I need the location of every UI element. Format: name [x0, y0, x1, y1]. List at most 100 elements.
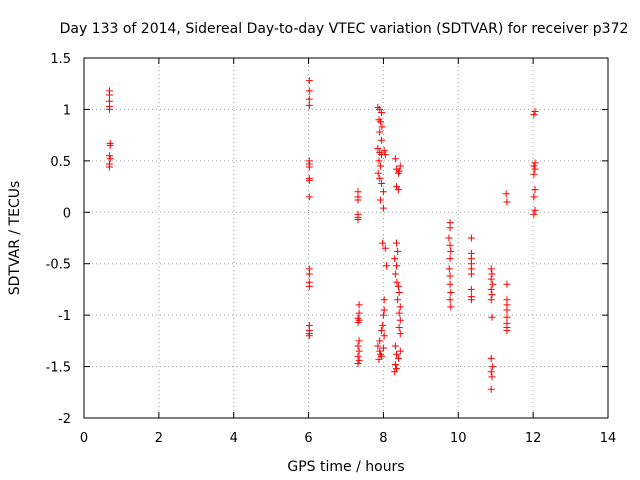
- data-point: [531, 107, 539, 115]
- data-point: [376, 196, 384, 204]
- data-point: [305, 193, 313, 201]
- data-point: [394, 296, 402, 304]
- data-point: [489, 363, 497, 371]
- data-point: [379, 239, 387, 247]
- data-point: [530, 193, 538, 201]
- data-point: [305, 282, 313, 290]
- data-point: [503, 313, 511, 321]
- data-point: [355, 337, 363, 345]
- data-point: [467, 234, 475, 242]
- data-point: [447, 247, 455, 255]
- data-point: [355, 356, 363, 364]
- data-point: [105, 163, 113, 171]
- data-point: [380, 306, 388, 314]
- data-point: [380, 147, 388, 155]
- data-point: [503, 198, 511, 206]
- data-point: [395, 323, 403, 331]
- data-point: [355, 309, 363, 317]
- data-point: [374, 145, 382, 153]
- data-point: [105, 91, 113, 99]
- data-point: [355, 301, 363, 309]
- y-axis-label: SDTVAR / TECUs: [7, 181, 23, 296]
- data-point: [394, 354, 402, 362]
- data-point: [378, 109, 386, 117]
- data-point: [380, 332, 388, 340]
- data-point: [391, 155, 399, 163]
- data-point: [396, 316, 404, 324]
- y-tick-label: -1.5: [46, 361, 71, 376]
- data-point: [380, 296, 388, 304]
- data-point: [445, 265, 453, 273]
- data-point: [305, 176, 313, 184]
- data-point: [467, 285, 475, 293]
- x-tick-label: 4: [230, 431, 238, 446]
- data-point: [379, 321, 387, 329]
- data-point: [374, 342, 382, 350]
- data-point: [354, 318, 362, 326]
- data-point: [447, 303, 455, 311]
- data-point: [382, 262, 390, 270]
- data-point: [487, 285, 495, 293]
- x-tick-label: 6: [304, 431, 312, 446]
- data-point: [393, 262, 401, 270]
- data-point: [393, 350, 401, 358]
- data-point: [381, 244, 389, 252]
- data-point: [445, 234, 453, 242]
- data-point: [396, 303, 404, 311]
- data-point: [354, 215, 362, 223]
- data-point: [354, 359, 362, 367]
- data-point: [379, 344, 387, 352]
- data-point: [531, 186, 539, 194]
- data-point: [503, 306, 511, 314]
- data-point: [305, 95, 313, 103]
- data-point: [376, 162, 384, 170]
- plot-frame: [83, 57, 609, 419]
- data-point: [530, 210, 538, 218]
- data-point: [391, 368, 399, 376]
- data-point: [391, 342, 399, 350]
- data-point: [354, 196, 362, 204]
- data-points: [105, 77, 539, 393]
- x-tick-label: 10: [450, 431, 467, 446]
- x-tick-labels: 0 2 4 6 8 10 12 14: [80, 431, 616, 446]
- data-point: [393, 183, 401, 191]
- data-point: [447, 289, 455, 297]
- data-point: [106, 141, 114, 149]
- data-point: [106, 155, 114, 163]
- data-point: [446, 224, 454, 232]
- data-point: [489, 280, 497, 288]
- x-axis-label: GPS time / hours: [287, 459, 404, 475]
- data-point: [487, 265, 495, 273]
- data-point: [376, 350, 384, 358]
- data-point: [379, 188, 387, 196]
- chart-title: Day 133 of 2014, Sidereal Day-to-day VTE…: [60, 21, 629, 37]
- data-point: [503, 327, 511, 335]
- data-point: [395, 167, 403, 175]
- data-point: [378, 179, 386, 187]
- data-point: [487, 385, 495, 393]
- data-point: [305, 332, 313, 340]
- data-point: [379, 204, 387, 212]
- data-point: [355, 347, 363, 355]
- data-point: [531, 165, 539, 173]
- data-point: [376, 347, 384, 355]
- data-point: [487, 296, 495, 304]
- data-point: [488, 291, 496, 299]
- data-point: [376, 337, 384, 345]
- data-point: [394, 282, 402, 290]
- y-tick-label: 1: [63, 103, 71, 118]
- data-point: [391, 270, 399, 278]
- data-point: [502, 190, 510, 198]
- data-point: [531, 206, 539, 214]
- data-point: [354, 352, 362, 360]
- y-tick-label: 1.5: [50, 52, 71, 67]
- data-point: [375, 157, 383, 165]
- data-point: [379, 311, 387, 319]
- data-point: [467, 270, 475, 278]
- data-point: [354, 342, 362, 350]
- data-point: [487, 354, 495, 362]
- y-tick-label: -1: [58, 309, 71, 324]
- data-point: [393, 278, 401, 286]
- data-point: [395, 309, 403, 317]
